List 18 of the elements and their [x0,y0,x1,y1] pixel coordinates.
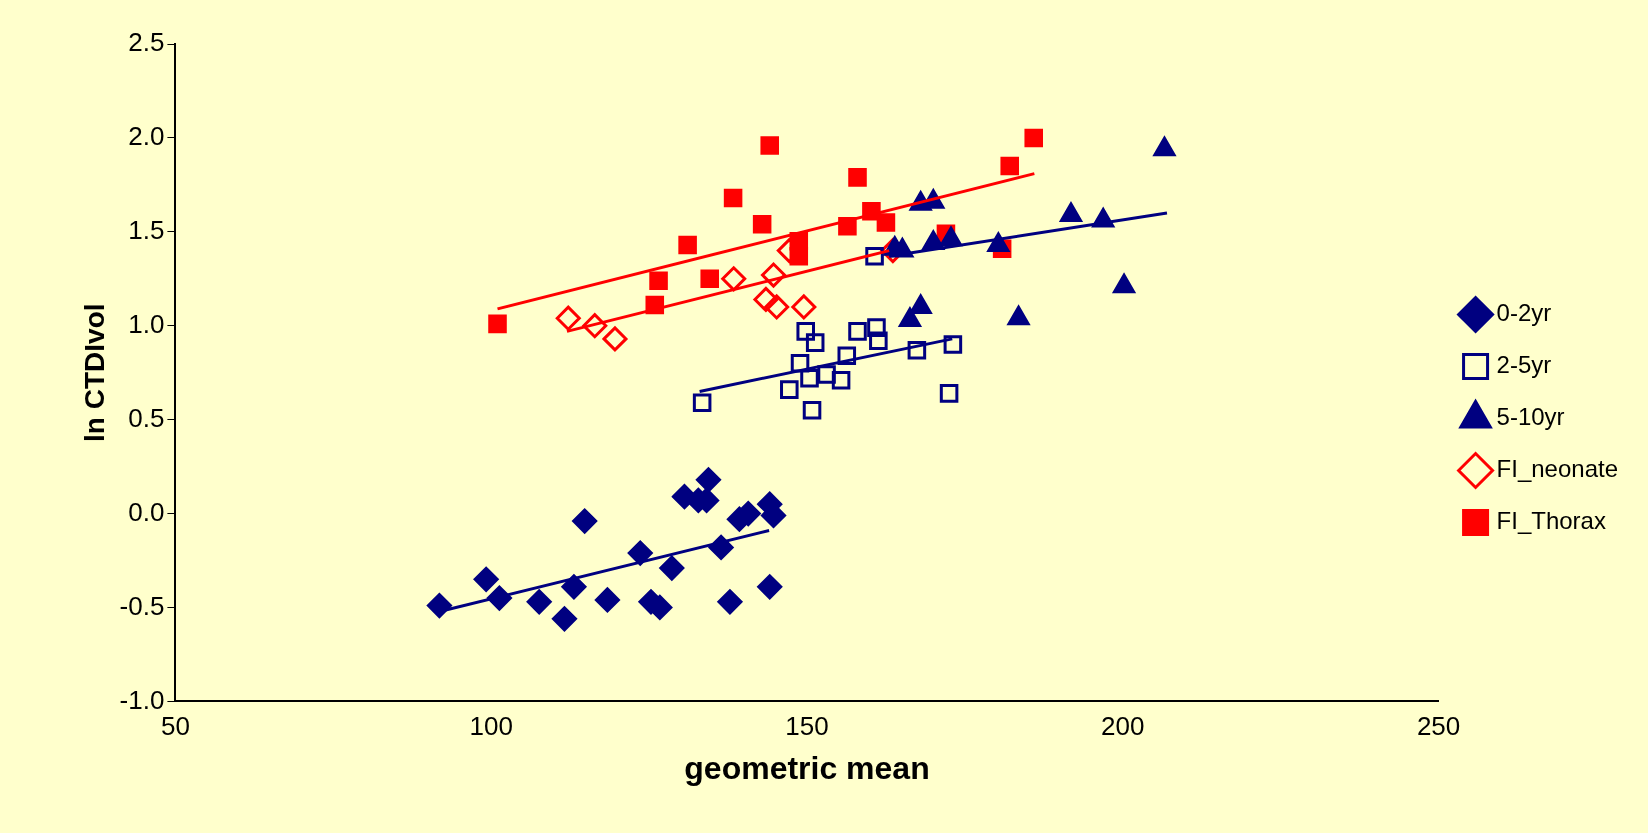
y-tick-label: 2.0 [128,121,165,152]
x-axis-title: geometric mean [684,749,930,786]
legend-label: 5-10yr [1496,403,1565,431]
legend-label: 2-5yr [1496,351,1552,379]
y-tick-label: 0.0 [128,496,165,527]
x-tick-label: 200 [1101,711,1145,742]
y-tick-label: -0.5 [119,590,165,621]
y-tick-label: 1.5 [128,215,165,245]
legend-label: 0-2yr [1496,299,1552,327]
legend-label: FI_neonate [1496,455,1619,483]
x-tick-label: 150 [785,711,829,742]
x-tick-label: 100 [469,711,513,742]
x-tick-label: 250 [1416,711,1461,742]
y-axis-title: ln CTDIvol [78,303,110,442]
y-tick-label: 2.5 [128,27,165,58]
y-tick-label: 0.5 [128,402,165,433]
legend-label: FI_Thorax [1496,507,1606,535]
y-tick-label: 1.0 [128,308,165,339]
